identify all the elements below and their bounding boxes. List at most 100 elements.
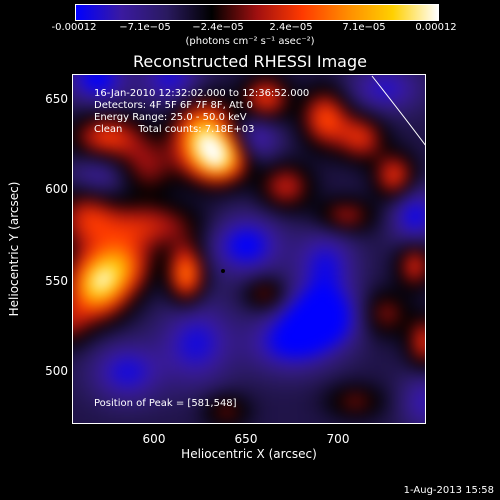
heatmap-cell <box>98 338 107 347</box>
heatmap-cell <box>380 93 389 102</box>
heatmap-cell <box>417 211 426 221</box>
heatmap-cell <box>135 278 145 288</box>
heatmap-cell <box>105 323 115 332</box>
heatmap-cell <box>143 130 152 139</box>
heatmap-cell <box>417 167 426 176</box>
heatmap-cell <box>105 404 115 414</box>
heatmap-cell <box>298 308 308 317</box>
heatmap-cell <box>291 271 300 280</box>
heatmap-cell <box>283 293 293 302</box>
heatmap-cell <box>165 108 174 117</box>
heatmap-cell <box>105 78 115 87</box>
heatmap-cell <box>157 152 167 162</box>
heatmap-cell <box>350 338 360 347</box>
heatmap-cell <box>343 78 352 87</box>
heatmap-cell <box>98 249 107 258</box>
heatmap-cell <box>246 352 256 362</box>
heatmap-cell <box>120 211 130 221</box>
heatmap-cell <box>306 159 315 169</box>
heatmap-cell <box>328 85 337 95</box>
heatmap-cell <box>98 115 107 124</box>
heatmap-cell <box>120 330 130 340</box>
heatmap-cell <box>306 204 315 213</box>
heatmap-cell <box>135 338 145 347</box>
heatmap-cell <box>335 382 345 392</box>
heatmap-cell <box>113 167 122 176</box>
heatmap-cell <box>217 271 226 280</box>
heatmap-cell <box>246 159 256 169</box>
heatmap-cell <box>105 108 115 117</box>
heatmap-cell <box>276 167 286 176</box>
heatmap-cell <box>246 293 256 302</box>
heatmap-cell <box>105 249 115 258</box>
heatmap-cell <box>105 352 115 362</box>
heatmap-cell <box>254 174 263 184</box>
heatmap-cell <box>194 293 204 302</box>
heatmap-cell <box>157 122 167 132</box>
heatmap-cell <box>410 338 419 347</box>
heatmap-cell <box>98 419 107 424</box>
heatmap-cell <box>180 122 189 132</box>
heatmap-cell <box>120 323 130 332</box>
heatmap-cell <box>395 204 404 213</box>
heatmap-cell <box>239 197 248 206</box>
heatmap-cell <box>98 293 107 302</box>
heatmap-cell <box>135 308 145 317</box>
heatmap-cell <box>113 211 122 221</box>
heatmap-cell <box>105 219 115 228</box>
heatmap-cell <box>128 419 137 424</box>
heatmap-cell <box>373 100 382 110</box>
heatmap-cell <box>165 122 174 132</box>
heatmap-cell <box>113 412 122 421</box>
heatmap-cell <box>350 211 360 221</box>
heatmap-cell <box>91 382 100 392</box>
heatmap-cell <box>217 278 226 288</box>
heatmap-cell <box>365 419 375 424</box>
heatmap-cell <box>150 323 159 332</box>
heatmap-cell <box>380 412 389 421</box>
heatmap-cell <box>283 323 293 332</box>
heatmap-cell <box>373 234 382 243</box>
heatmap-cell <box>291 93 300 102</box>
x-tick-label: 600 <box>142 432 166 446</box>
heatmap-cell <box>402 315 412 325</box>
heatmap-cell <box>128 108 137 117</box>
heatmap-cell <box>217 122 226 132</box>
heatmap-cell <box>239 78 248 87</box>
heatmap-cell <box>128 219 137 228</box>
heatmap-cell <box>165 85 174 95</box>
heatmap-cell <box>150 85 159 95</box>
heatmap-cell <box>187 338 196 347</box>
heatmap-cell <box>239 330 248 340</box>
heatmap-cell <box>98 382 107 392</box>
heatmap-cell <box>254 152 263 162</box>
heatmap-cell <box>380 85 389 95</box>
heatmap-cell <box>72 219 78 228</box>
heatmap-cell <box>105 389 115 399</box>
heatmap-cell <box>202 256 211 265</box>
heatmap-cell <box>358 308 367 317</box>
heatmap-cell <box>365 286 375 295</box>
heatmap-cell <box>358 211 367 221</box>
heatmap-cell <box>165 330 174 340</box>
heatmap-cell <box>72 174 78 184</box>
heatmap-cell <box>224 226 234 236</box>
heatmap-cell <box>343 167 352 176</box>
heatmap-cell <box>343 271 352 280</box>
heatmap-cell <box>306 226 315 236</box>
heatmap-cell <box>395 219 404 228</box>
heatmap-cell <box>402 389 412 399</box>
heatmap-cell <box>172 85 182 95</box>
heatmap-cell <box>143 85 152 95</box>
heatmap-cell <box>172 263 182 273</box>
heatmap-cell <box>387 263 397 273</box>
heatmap-cell <box>143 182 152 191</box>
heatmap-cell <box>283 271 293 280</box>
heatmap-cell <box>380 174 389 184</box>
heatmap-cell <box>239 226 248 236</box>
heatmap-cell <box>224 167 234 176</box>
heatmap-cell <box>261 159 271 169</box>
heatmap-cell <box>105 145 115 154</box>
heatmap-cell <box>91 256 100 265</box>
heatmap-cell <box>343 145 352 154</box>
